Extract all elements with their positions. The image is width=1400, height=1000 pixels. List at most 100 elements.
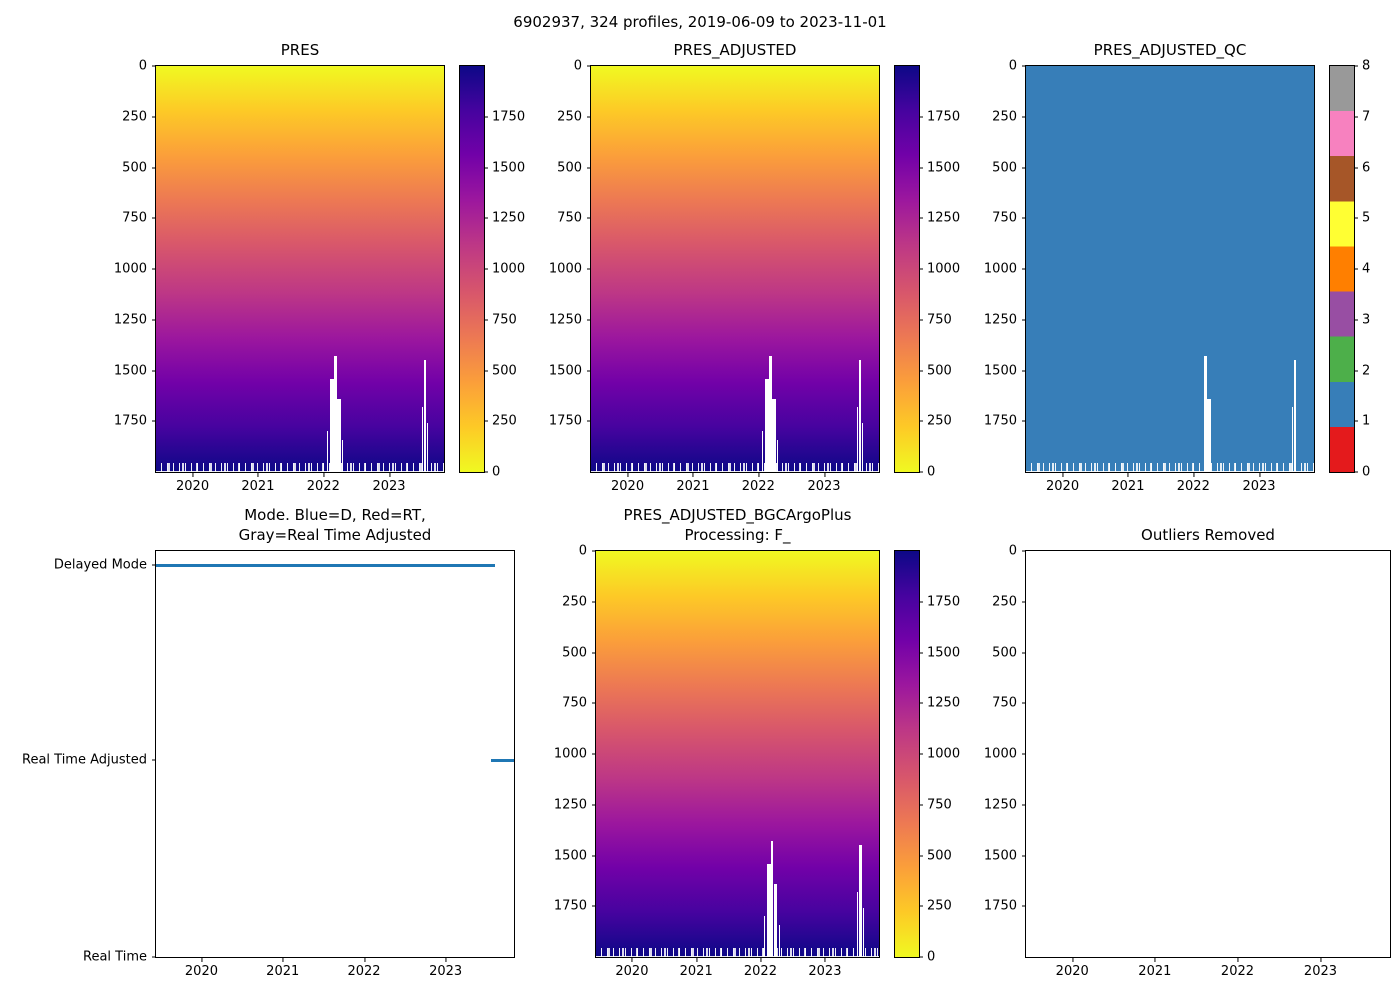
- colorbar-tick-label: 7: [1353, 109, 1371, 125]
- panel-pres-adjusted-qc: PRES_ADJUSTED_QC 0 250 500 750 1000 1250…: [984, 41, 1315, 493]
- y-tick-label: 1000: [553, 746, 597, 762]
- title-line-1: PRES_ADJUSTED_BGCArgoPlus: [623, 506, 852, 524]
- figure-suptitle: 6902937, 324 profiles, 2019-06-09 to 202…: [513, 13, 887, 31]
- colorbar-tick-label: 750: [919, 312, 952, 328]
- colorbar-tick-label: 1000: [483, 261, 526, 277]
- y-tick-label: 750: [992, 210, 1026, 226]
- x-tick-label: 2021: [1111, 473, 1145, 494]
- y-tick-label: 1250: [113, 312, 157, 328]
- y-category-real-time: Real Time: [83, 949, 156, 965]
- colorbar-tick-label: 500: [919, 363, 952, 378]
- x-tick-label: 2022: [1220, 958, 1255, 979]
- real-time-adjusted-line: [491, 759, 514, 762]
- y-tick-label: 1500: [983, 363, 1027, 378]
- y-tick-label: 250: [992, 109, 1026, 125]
- colorbar-tick-label: 500: [484, 363, 517, 378]
- x-tick-label: 2023: [1242, 473, 1276, 494]
- deep-noise-band: [1026, 463, 1314, 472]
- panel-outliers-removed: Outliers Removed 0 250 500 750 1000 1250…: [984, 526, 1391, 978]
- x-tick-label: 2021: [676, 473, 710, 494]
- outliers-plot-surface: [1026, 551, 1390, 957]
- y-tick-label: 0: [578, 543, 597, 559]
- y-tick-label: 1250: [983, 312, 1027, 328]
- pres-adjusted-heatmap-surface: [591, 66, 879, 472]
- data-gap: [326, 431, 328, 472]
- colorbar-tick-label: 3: [1353, 312, 1371, 328]
- colorbar-bgcargoplus: 1750 1500 1250 1000 750 500 250 0: [894, 550, 960, 964]
- panel-pres: PRES 0 250 500 750 1000 1250 1500 1750 2…: [114, 41, 445, 493]
- data-gap: [766, 863, 771, 957]
- x-tick-label: 2022: [743, 958, 777, 979]
- deep-noise-band: [596, 948, 879, 957]
- y-tick-label: 1500: [113, 363, 157, 378]
- data-gap: [859, 845, 862, 957]
- panel-title-qc: PRES_ADJUSTED_QC: [1093, 40, 1247, 59]
- data-gap: [778, 924, 780, 957]
- x-tick-label: 2023: [429, 958, 463, 979]
- panel-title-outliers: Outliers Removed: [1141, 525, 1275, 544]
- panel-mode: Mode. Blue=D, Red=RT, Gray=Real Time Adj…: [22, 506, 515, 978]
- y-tick-label: 1500: [983, 848, 1027, 863]
- data-gap: [862, 908, 864, 957]
- colorbar-gradient: [460, 66, 484, 472]
- x-tick-label: 2021: [679, 958, 713, 979]
- y-tick-label: 1750: [548, 413, 592, 429]
- y-tick-label: 0: [1008, 543, 1027, 559]
- panel-pres-adjusted: PRES_ADJUSTED 0 250 500 750 1000 1250 15…: [549, 41, 880, 493]
- y-tick-label: 750: [992, 695, 1026, 711]
- y-tick-label: 1250: [553, 797, 597, 813]
- title-line-2: Processing: F_: [684, 525, 791, 544]
- colorbar-tick-label: 1: [1353, 413, 1371, 429]
- x-tick-label: 2022: [306, 473, 340, 494]
- y-tick-label: 250: [122, 109, 156, 125]
- data-gap: [1291, 407, 1293, 472]
- y-tick-label: 500: [992, 160, 1026, 175]
- qc-heatmap-surface: [1026, 66, 1314, 472]
- x-tick-label: 2022: [347, 958, 381, 979]
- x-tick-label: 2020: [1046, 473, 1080, 494]
- colorbar-tick-label: 250: [919, 898, 952, 914]
- data-gap: [856, 407, 858, 472]
- bgc-heatmap-surface: [596, 551, 879, 957]
- colorbar-gradient: [895, 551, 919, 957]
- y-tick-label: 500: [122, 160, 156, 175]
- y-tick-label: 500: [557, 160, 591, 175]
- colorbar-tick-label: 0: [918, 949, 936, 965]
- x-tick-label: 2022: [741, 473, 775, 494]
- x-tick-label: 2021: [1138, 958, 1172, 979]
- panel-pres-adjusted-bgcargoplus: PRES_ADJUSTED_BGCArgoPlus Processing: F_…: [554, 506, 880, 978]
- colorbar-discrete-bands: [1330, 66, 1354, 472]
- x-tick-label: 2020: [176, 473, 210, 494]
- panel-title-bgcargoplus: PRES_ADJUSTED_BGCArgoPlus Processing: F_: [536, 506, 939, 545]
- y-tick-label: 750: [122, 210, 156, 226]
- title-line-2: Gray=Real Time Adjusted: [238, 525, 432, 544]
- colorbar-tick-label: 1000: [918, 261, 961, 277]
- colorbar-tick-label: 250: [484, 413, 517, 429]
- title-line-1: Mode. Blue=D, Red=RT,: [244, 506, 426, 524]
- colorbar-tick-label: 1500: [483, 160, 526, 175]
- data-gap: [421, 407, 423, 472]
- x-tick-label: 2023: [372, 473, 406, 494]
- colorbar-tick-label: 4: [1353, 261, 1371, 277]
- colorbar-tick-label: 1250: [918, 210, 961, 226]
- y-tick-label: 0: [573, 58, 592, 74]
- colorbar-tick-label: 8: [1353, 58, 1371, 74]
- y-category-delayed-mode: Delayed Mode: [53, 557, 157, 573]
- y-tick-label: 1250: [548, 312, 592, 328]
- x-tick-label: 2020: [611, 473, 645, 494]
- colorbar-tick-label: 0: [483, 464, 501, 480]
- colorbar-gradient: [895, 66, 919, 472]
- y-tick-label: 250: [992, 594, 1026, 610]
- data-gap: [859, 360, 862, 472]
- y-tick-label: 1250: [983, 797, 1027, 813]
- colorbar-tick-label: 1250: [918, 695, 961, 711]
- panel-title-pres-adjusted: PRES_ADJUSTED: [673, 40, 797, 59]
- y-tick-label: 1500: [553, 848, 597, 863]
- panel-title-pres: PRES: [280, 40, 320, 59]
- colorbar-tick-label: 5: [1353, 210, 1371, 226]
- data-gap: [333, 356, 337, 472]
- colorbar-tick-label: 750: [484, 312, 517, 328]
- y-tick-label: 1000: [983, 746, 1027, 762]
- data-gap: [329, 378, 334, 472]
- colorbar-qc: 8 7 6 5 4 3 2 1 0: [1329, 60, 1370, 479]
